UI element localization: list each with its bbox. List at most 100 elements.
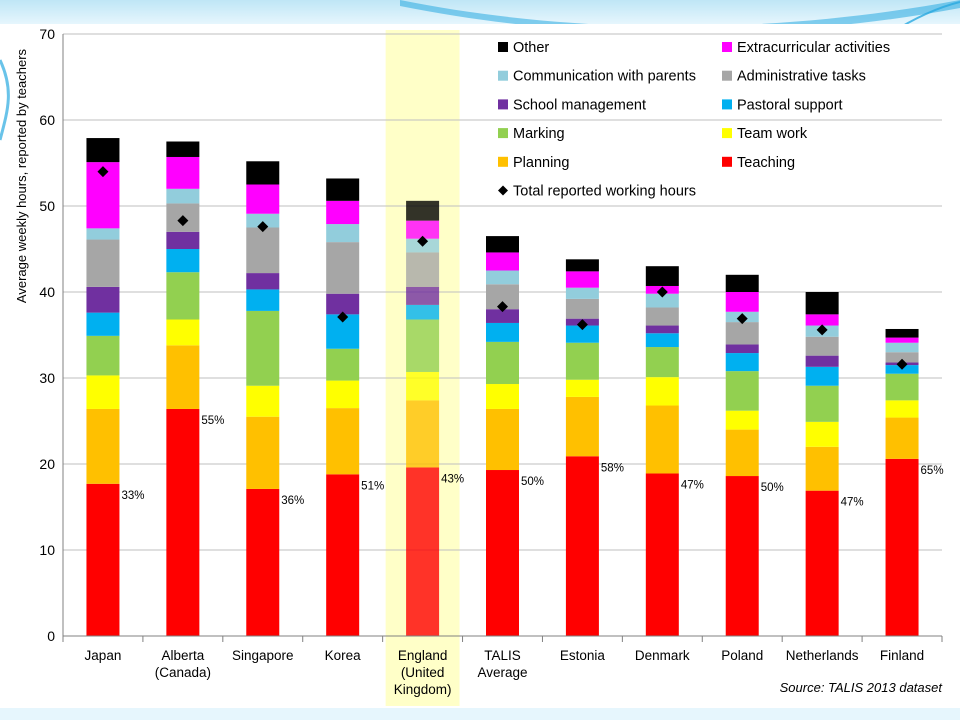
bar-administrative-tasks-japan: [86, 239, 120, 287]
legend-item-team-work: Team work: [722, 126, 808, 142]
bar-school-management-england-united-kingdom: [406, 286, 440, 305]
bar-other-netherlands: [805, 292, 839, 315]
stacked-bar-chart: 33% 55% 36% 51% 43% 50% 58% 47% 50% 47% 65% 0 10 20 3…: [14, 26, 944, 706]
legend-item-extracurricular-activities: Extracurricular activities: [722, 40, 890, 56]
bar-school-management-japan: [86, 286, 120, 313]
bar-administrative-tasks-denmark: [645, 307, 679, 326]
bar-communication-with-parents-finland: [885, 342, 919, 353]
total-marker-alberta-canada: [177, 215, 189, 227]
total-marker-talis-average: [497, 301, 508, 313]
legend-swatch-pastoral-support: [722, 99, 732, 110]
legend-label-school-management: School management: [513, 97, 646, 113]
bar-planning-talis-average: [486, 408, 519, 471]
total-marker-poland: [736, 313, 748, 325]
bar-pastoral-support-talis-average: [486, 322, 519, 342]
x-category-label-alberta-canada: Alberta: [161, 648, 204, 663]
bar-communication-with-parents-alberta-canada: [166, 188, 200, 204]
bar-extracurricular-activities-poland: [725, 292, 759, 312]
source-note: Source: TALIS 2013 dataset: [780, 680, 944, 695]
bar-planning-denmark: [645, 405, 679, 474]
chart-panel: 33% 55% 36% 51% 43% 50% 58% 47% 50% 47% 65% 0 10 20 3…: [10, 24, 950, 708]
bar-teaching-estonia: [565, 456, 599, 636]
bar-communication-with-parents-korea: [326, 224, 360, 243]
legend-swatch-extracurricular-activities: [722, 42, 732, 52]
teaching-share-label-finland: 65%: [921, 465, 944, 477]
bar-team-work-estonia: [565, 379, 599, 397]
bar-teaching-singapore: [246, 488, 280, 636]
x-category-label-poland: Poland: [721, 648, 763, 663]
legend-item-administrative-tasks: Administrative tasks: [722, 69, 866, 85]
bar-marking-estonia: [565, 342, 599, 380]
bar-planning-estonia: [565, 396, 599, 457]
bar-marking-korea: [326, 348, 360, 381]
bar-teaching-netherlands: [805, 490, 839, 636]
legend-label-marking: Marking: [513, 126, 565, 142]
legend-label-teaching: Teaching: [737, 155, 795, 171]
teaching-share-labels: 33% 55% 36% 51% 43% 50% 58% 47% 50% 47% 65%: [121, 415, 943, 509]
bar-marking-poland: [725, 371, 759, 411]
y-tick-label-60: 60: [39, 112, 55, 128]
bar-stack-poland: [725, 274, 759, 636]
total-marker-korea: [337, 311, 349, 323]
bar-pastoral-support-poland: [725, 353, 759, 372]
bar-school-management-netherlands: [805, 355, 839, 367]
bar-other-poland: [725, 274, 759, 292]
teaching-share-label-japan: 33%: [121, 490, 144, 502]
bar-administrative-tasks-korea: [326, 242, 360, 294]
total-markers: [97, 166, 908, 370]
bar-team-work-japan: [86, 375, 120, 409]
bar-team-work-talis-average: [486, 384, 519, 409]
teaching-share-label-denmark: 47%: [681, 479, 704, 491]
legend-label-administrative-tasks: Administrative tasks: [737, 69, 866, 85]
bar-stack-korea: [326, 178, 360, 636]
bar-planning-poland: [725, 429, 759, 477]
legend-item-communication-with-parents: Communication with parents: [498, 69, 696, 85]
x-category-label-korea: Korea: [325, 648, 362, 663]
bar-marking-japan: [86, 335, 120, 376]
legend-swatch-administrative-tasks: [722, 70, 732, 81]
legend-item-total-reported-working-hours: Total reported working hours: [498, 184, 696, 200]
bar-administrative-tasks-england-united-kingdom: [406, 252, 440, 287]
bar-other-estonia: [565, 259, 599, 272]
bar-communication-with-parents-talis-average: [486, 270, 519, 285]
legend-swatch-team-work: [722, 128, 732, 139]
legend-label-total-reported-working-hours: Total reported working hours: [513, 184, 696, 200]
bar-other-singapore: [246, 161, 280, 185]
bar-teaching-denmark: [645, 473, 679, 636]
bar-school-management-korea: [326, 293, 360, 315]
bar-administrative-tasks-finland: [885, 352, 919, 363]
bar-extracurricular-activities-england-united-kingdom: [406, 220, 440, 239]
bar-marking-netherlands: [805, 385, 839, 422]
bar-stack-talis-average: [486, 236, 519, 636]
total-marker-denmark: [656, 286, 668, 298]
bar-stack-japan: [86, 138, 120, 636]
bar-stack-finland: [885, 328, 919, 636]
teaching-share-label-korea: 51%: [361, 480, 384, 492]
bar-extracurricular-activities-talis-average: [486, 252, 519, 271]
bar-teaching-korea: [326, 474, 360, 636]
bar-marking-talis-average: [486, 341, 519, 385]
bar-school-management-denmark: [645, 325, 679, 334]
bar-stack-alberta-canada: [166, 141, 200, 636]
bar-stack-netherlands: [805, 292, 839, 636]
y-tick-label-40: 40: [39, 284, 55, 300]
y-tick-label-10: 10: [39, 542, 55, 558]
legend-swatch-school-management: [498, 99, 508, 110]
teaching-share-label-singapore: 36%: [281, 495, 304, 507]
bar-team-work-singapore: [246, 385, 280, 417]
bar-school-management-alberta-canada: [166, 231, 200, 249]
bar-teaching-alberta-canada: [166, 408, 200, 636]
total-marker-england-united-kingdom: [417, 235, 429, 247]
bar-extracurricular-activities-finland: [885, 337, 919, 343]
legend-label-pastoral-support: Pastoral support: [737, 97, 843, 113]
legend-swatch-communication-with-parents: [498, 70, 508, 81]
bar-other-japan: [86, 138, 120, 163]
legend-swatch-other: [498, 42, 508, 52]
total-marker-finland: [896, 358, 908, 370]
y-tick-label-20: 20: [39, 456, 55, 472]
bar-teaching-poland: [725, 476, 759, 636]
x-category-label-estonia: Estonia: [560, 648, 606, 663]
bar-teaching-finland: [885, 458, 919, 636]
x-category-label-singapore: Singapore: [232, 648, 294, 663]
bar-administrative-tasks-estonia: [565, 298, 599, 319]
